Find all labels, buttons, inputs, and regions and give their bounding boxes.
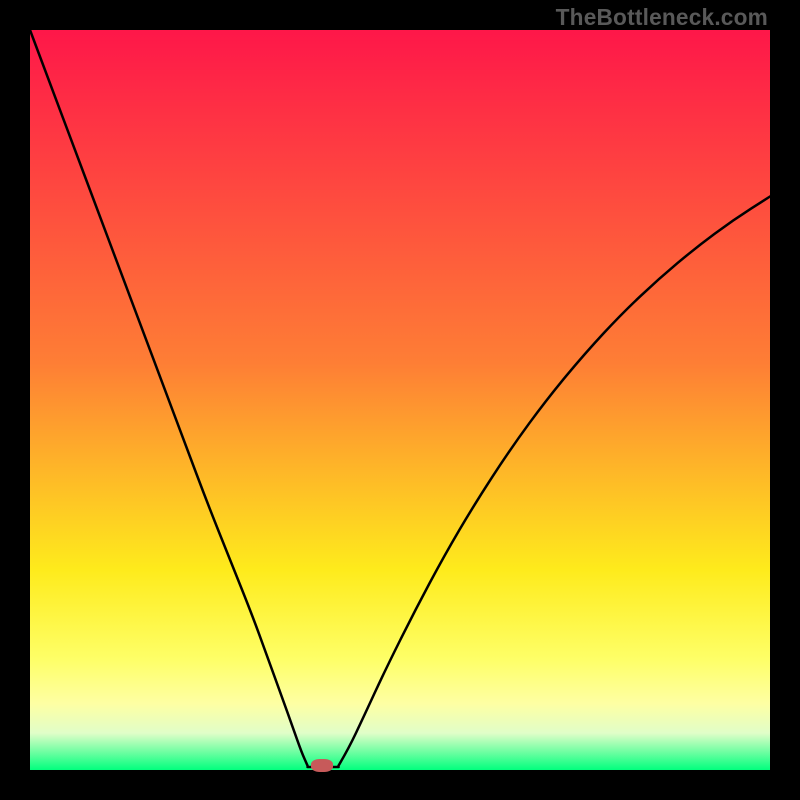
- plot-area: [30, 30, 770, 770]
- trough-marker: [311, 759, 333, 772]
- bottleneck-curve: [30, 30, 770, 770]
- watermark-text: TheBottleneck.com: [556, 4, 768, 31]
- chart-frame: TheBottleneck.com: [0, 0, 800, 800]
